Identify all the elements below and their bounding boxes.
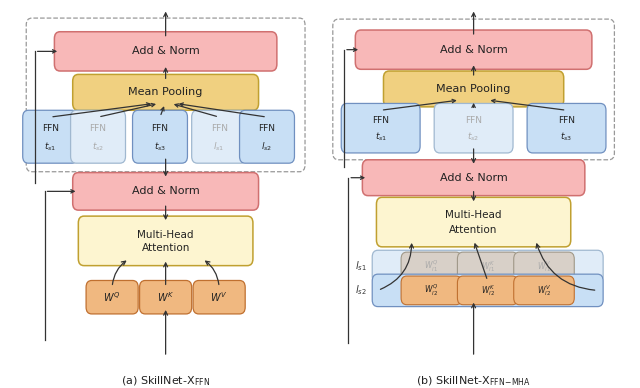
Text: $W^Q$: $W^Q$ — [104, 290, 121, 304]
FancyBboxPatch shape — [383, 71, 564, 107]
FancyBboxPatch shape — [376, 197, 571, 247]
Text: $l_{s2}$: $l_{s2}$ — [261, 141, 273, 153]
FancyArrowPatch shape — [380, 244, 413, 289]
FancyBboxPatch shape — [132, 110, 188, 163]
Text: Add & Norm: Add & Norm — [132, 186, 200, 196]
Text: Add & Norm: Add & Norm — [132, 47, 200, 56]
FancyBboxPatch shape — [86, 281, 138, 314]
Text: FFN: FFN — [465, 116, 482, 125]
Text: Attention: Attention — [141, 243, 190, 253]
Text: $W^Q_{l1}$: $W^Q_{l1}$ — [424, 259, 438, 274]
FancyBboxPatch shape — [458, 252, 518, 281]
FancyBboxPatch shape — [355, 30, 592, 69]
FancyBboxPatch shape — [54, 32, 277, 71]
Text: FFN: FFN — [90, 124, 106, 133]
FancyBboxPatch shape — [70, 110, 125, 163]
Text: FFN: FFN — [259, 124, 275, 133]
Text: FFN: FFN — [372, 116, 389, 125]
Text: $t_{s1}$: $t_{s1}$ — [374, 130, 387, 143]
Text: Add & Norm: Add & Norm — [440, 173, 508, 183]
Text: $t_{s3}$: $t_{s3}$ — [154, 141, 166, 153]
Text: $W^V_{l1}$: $W^V_{l1}$ — [537, 259, 551, 274]
FancyBboxPatch shape — [73, 74, 259, 110]
Text: $W^K_{l2}$: $W^K_{l2}$ — [481, 283, 495, 298]
Text: $l_{s1}$: $l_{s1}$ — [355, 260, 367, 274]
Text: $t_{s2}$: $t_{s2}$ — [467, 130, 480, 143]
Text: $W^V_{l2}$: $W^V_{l2}$ — [537, 283, 551, 298]
FancyBboxPatch shape — [514, 276, 574, 305]
Text: $t_{s2}$: $t_{s2}$ — [92, 141, 104, 153]
Text: (b) SkillNet-X$_\mathregular{FFN}$$_\mathregular{-MHA}$: (b) SkillNet-X$_\mathregular{FFN}$$_\mat… — [416, 374, 531, 388]
FancyBboxPatch shape — [401, 252, 461, 281]
FancyBboxPatch shape — [239, 110, 294, 163]
Text: $l_{s2}$: $l_{s2}$ — [355, 284, 367, 297]
Text: $t_{s3}$: $t_{s3}$ — [561, 130, 573, 143]
FancyBboxPatch shape — [401, 276, 461, 305]
FancyBboxPatch shape — [362, 160, 585, 196]
Text: Multi-Head: Multi-Head — [138, 230, 194, 240]
FancyBboxPatch shape — [372, 274, 603, 307]
FancyBboxPatch shape — [191, 110, 246, 163]
Text: $W^K$: $W^K$ — [157, 290, 174, 304]
Text: Add & Norm: Add & Norm — [440, 45, 508, 55]
Text: (a) SkillNet-X$_\mathregular{FFN}$: (a) SkillNet-X$_\mathregular{FFN}$ — [121, 374, 210, 388]
FancyBboxPatch shape — [73, 173, 259, 210]
Text: Mean Pooling: Mean Pooling — [129, 87, 203, 97]
Text: Multi-Head: Multi-Head — [445, 210, 502, 220]
FancyBboxPatch shape — [341, 104, 420, 153]
Text: Attention: Attention — [449, 225, 498, 235]
FancyBboxPatch shape — [193, 281, 245, 314]
Text: FFN: FFN — [152, 124, 168, 133]
Text: $W^K_{l1}$: $W^K_{l1}$ — [481, 259, 495, 274]
Text: FFN: FFN — [558, 116, 575, 125]
FancyBboxPatch shape — [458, 276, 518, 305]
FancyArrowPatch shape — [113, 261, 125, 284]
Text: $W^V$: $W^V$ — [211, 290, 228, 304]
Text: FFN: FFN — [42, 124, 59, 133]
Text: $t_{s1}$: $t_{s1}$ — [44, 141, 56, 153]
Text: Mean Pooling: Mean Pooling — [436, 84, 511, 94]
Text: $l_{s1}$: $l_{s1}$ — [214, 141, 225, 153]
FancyBboxPatch shape — [23, 110, 77, 163]
FancyBboxPatch shape — [78, 216, 253, 266]
FancyBboxPatch shape — [140, 281, 192, 314]
FancyBboxPatch shape — [434, 104, 513, 153]
FancyBboxPatch shape — [514, 252, 574, 281]
Text: $W^Q_{l2}$: $W^Q_{l2}$ — [424, 282, 438, 298]
FancyArrowPatch shape — [205, 261, 219, 284]
Text: FFN: FFN — [211, 124, 228, 133]
FancyArrowPatch shape — [536, 244, 595, 290]
FancyBboxPatch shape — [372, 250, 603, 283]
FancyBboxPatch shape — [527, 104, 606, 153]
